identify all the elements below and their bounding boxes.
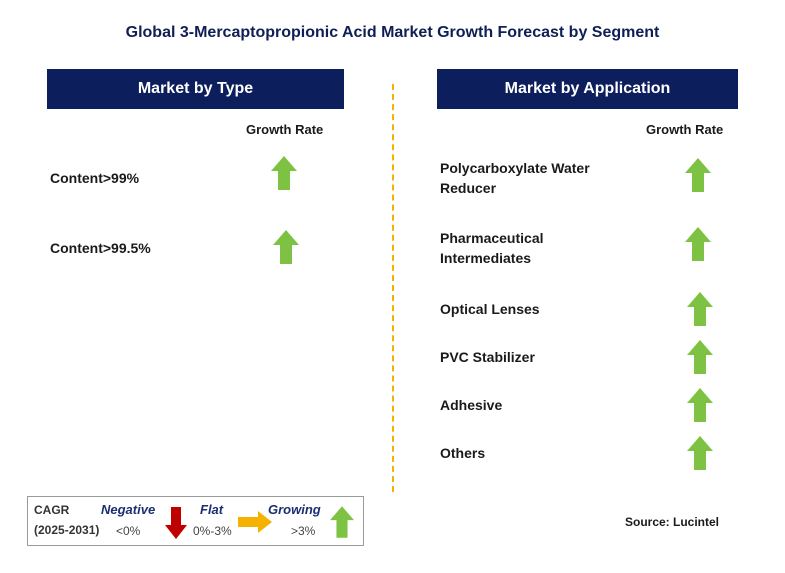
application-item-label: Polycarboxylate Water Reducer <box>440 160 590 196</box>
application-item-label: Optical Lenses <box>440 301 540 317</box>
growing-arrow-icon <box>271 156 297 190</box>
growing-arrow-icon <box>685 158 711 192</box>
flat-arrow-icon <box>238 511 272 533</box>
type-item-label: Content>99% <box>50 170 140 186</box>
legend-flat-range: 0%-3% <box>193 524 232 538</box>
page-title: Global 3-Mercaptopropionic Acid Market G… <box>125 24 660 41</box>
legend-cagr-label: CAGR <box>34 503 70 517</box>
type-item-label: Content>99.5% <box>50 240 151 256</box>
application-item-label: Adhesive <box>440 397 503 413</box>
negative-arrow-icon <box>165 507 187 539</box>
application-item-label: Pharmaceutical Intermediates <box>440 230 544 266</box>
legend-growing-range: >3% <box>291 524 316 538</box>
legend-negative-label: Negative <box>101 502 156 517</box>
legend-flat-label: Flat <box>200 502 224 517</box>
left-growth-rate-label: Growth Rate <box>246 122 324 137</box>
growing-arrow-icon <box>685 227 711 261</box>
right-growth-rate-label: Growth Rate <box>646 122 724 137</box>
legend-growing-label: Growing <box>268 502 321 517</box>
panel-divider <box>392 84 394 492</box>
growing-arrow-icon <box>273 230 299 264</box>
growing-arrow-icon <box>687 292 713 326</box>
source-note: Source: Lucintel <box>625 515 720 529</box>
growing-arrow-icon <box>330 506 354 538</box>
legend-negative-range: <0% <box>116 524 141 538</box>
application-item-label: PVC Stabilizer <box>440 349 535 365</box>
legend-period: (2025-2031) <box>34 523 100 537</box>
market-by-type-header: Market by Type <box>47 69 344 109</box>
application-item-label: Others <box>440 445 486 461</box>
growing-arrow-icon <box>687 340 713 374</box>
market-by-application-header: Market by Application <box>437 69 738 109</box>
growing-arrow-icon <box>687 388 713 422</box>
growing-arrow-icon <box>687 436 713 470</box>
cagr-legend: CAGR (2025-2031) Negative <0% Flat 0%-3%… <box>27 496 364 546</box>
